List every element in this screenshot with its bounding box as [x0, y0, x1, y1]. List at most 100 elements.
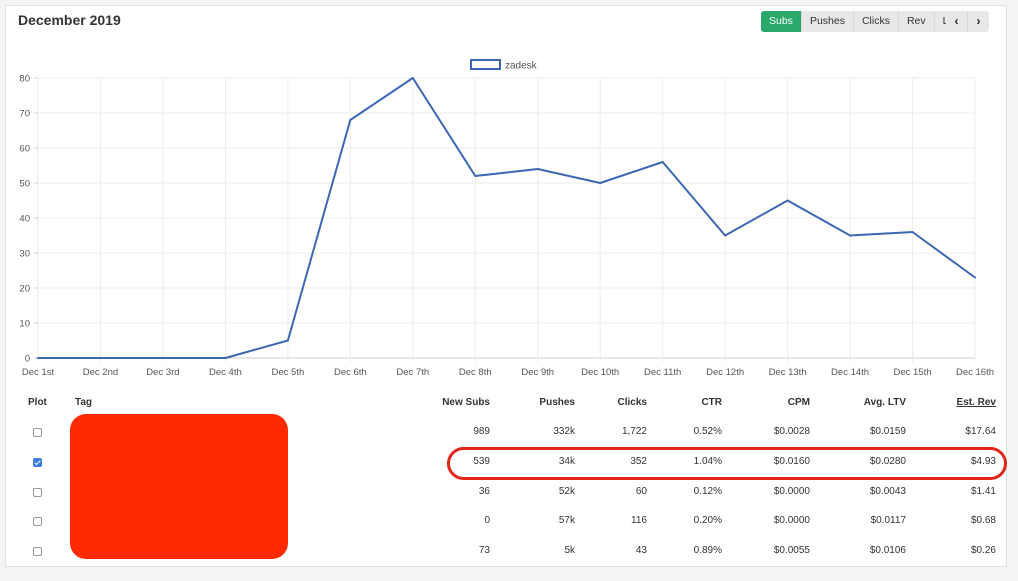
cell-est-rev: $4.93 [970, 456, 996, 467]
cell-est-rev: $1.41 [970, 486, 996, 497]
col-header-avg-ltv[interactable]: Avg. LTV [863, 397, 906, 408]
cell-ctr: 1.04% [693, 456, 722, 467]
pushes-button[interactable]: Pushes [801, 11, 854, 32]
data-point [599, 182, 602, 184]
subs-button[interactable]: Subs [761, 11, 802, 32]
x-tick-label: Dec 8th [459, 367, 492, 378]
col-header-clicks[interactable]: Clicks [617, 397, 647, 408]
cell-est-rev: $0.68 [970, 515, 996, 526]
cell-avg-ltv: $0.0280 [869, 456, 906, 467]
cell-clicks: 352 [630, 456, 647, 467]
y-tick-label: 80 [19, 74, 30, 85]
col-header-cpm[interactable]: CPM [787, 397, 810, 408]
cell-avg-ltv: $0.0106 [869, 545, 906, 556]
data-point [661, 161, 664, 163]
line-chart: 0 10 20 30 40 50 60 70 80 Dec 1st Dec 2nd Dec 3rd D… [19, 59, 994, 378]
x-tick-label: Dec 6th [334, 367, 367, 378]
y-tick-label: 20 [19, 284, 30, 295]
col-header-pushes[interactable]: Pushes [539, 397, 575, 408]
cell-est-rev: $17.64 [965, 426, 996, 437]
cell-pushes: 332k [553, 426, 575, 437]
cell-cpm: $0.0000 [773, 515, 810, 526]
x-tick-label: Dec 3rd [146, 367, 179, 378]
cell-clicks: 60 [635, 486, 647, 497]
col-header-new-subs[interactable]: New Subs [442, 397, 490, 408]
rev-button[interactable]: Rev [898, 11, 935, 32]
cell-cpm: $0.0000 [773, 486, 810, 497]
cell-avg-ltv: $0.0117 [870, 515, 906, 526]
x-tick-label: Dec 5th [271, 367, 304, 378]
x-tick-label: Dec 12th [706, 367, 744, 378]
cell-ctr: 0.89% [693, 545, 722, 556]
x-tick-label: Dec 13th [769, 367, 807, 378]
cell-new-subs: 989 [473, 426, 490, 437]
legend-label-zadesk[interactable]: zadesk [505, 61, 538, 72]
y-tick-label: 50 [19, 179, 30, 190]
cell-cpm: $0.0160 [773, 456, 810, 467]
cell-clicks: 116 [631, 515, 647, 526]
cell-pushes: 52k [558, 486, 575, 497]
cell-new-subs: 539 [473, 456, 490, 467]
plot-checkbox[interactable] [33, 488, 42, 497]
cell-ctr: 0.52% [693, 426, 722, 437]
x-tick-label: Dec 10th [581, 367, 619, 378]
cell-avg-ltv: $0.0159 [869, 426, 906, 437]
y-tick-label: 40 [19, 214, 30, 225]
x-tick-label: Dec 11th [644, 367, 681, 378]
y-tick-label: 70 [19, 109, 30, 120]
data-point [99, 357, 102, 359]
x-tick-label: Dec 7th [396, 367, 429, 378]
cell-new-subs: 36 [478, 486, 490, 497]
clicks-button[interactable]: Clicks [853, 11, 899, 32]
cell-pushes: 34k [558, 456, 575, 467]
cell-est-rev: $0.26 [970, 545, 996, 556]
col-header-est-rev[interactable]: Est. Rev [956, 397, 996, 408]
y-tick-label: 60 [19, 144, 30, 155]
redacted-tags [70, 414, 288, 559]
y-tick-label: 0 [25, 354, 30, 365]
data-point [286, 339, 289, 342]
x-tick-label: Dec 1st [22, 367, 55, 378]
y-tick-label: 30 [19, 249, 30, 260]
plot-checkbox[interactable] [33, 458, 42, 467]
data-point [474, 175, 477, 177]
x-tick-label: Dec 14th [831, 367, 869, 378]
plot-checkbox[interactable] [33, 547, 42, 556]
plot-checkbox[interactable] [33, 517, 42, 526]
col-header-ctr[interactable]: CTR [701, 397, 722, 408]
cell-new-subs: 73 [478, 545, 490, 556]
col-header-tag: Tag [75, 397, 93, 408]
highlight-ellipse [447, 447, 1007, 480]
series-line-zadesk [38, 77, 976, 359]
cell-ctr: 0.20% [693, 515, 722, 526]
cell-avg-ltv: $0.0043 [869, 486, 906, 497]
data-point [724, 234, 727, 237]
x-tick-label: Dec 4th [209, 367, 242, 378]
date-nav-group: ‹ › [946, 11, 989, 32]
col-header-plot: Plot [28, 397, 47, 408]
page-title: December 2019 [18, 12, 121, 28]
data-point [911, 231, 914, 233]
cell-pushes: 5k [564, 545, 575, 556]
cell-clicks: 43 [635, 545, 647, 556]
cell-cpm: $0.0055 [773, 545, 810, 556]
cell-new-subs: 0 [484, 515, 490, 526]
x-tick-label: Dec 15th [894, 367, 932, 378]
data-point [37, 357, 39, 359]
x-tick-label: Dec 2nd [83, 367, 118, 378]
legend-swatch-zadesk[interactable] [470, 59, 501, 70]
x-tick-label: Dec 9th [521, 367, 554, 378]
y-tick-label: 10 [19, 319, 30, 330]
chevron-left-icon[interactable]: ‹ [946, 11, 968, 32]
chevron-right-icon[interactable]: › [968, 11, 989, 32]
data-point [536, 168, 539, 170]
data-point [974, 276, 976, 279]
plot-checkbox[interactable] [33, 428, 42, 437]
data-point [349, 119, 352, 121]
data-point [224, 357, 227, 359]
data-point [161, 357, 164, 359]
data-point [786, 199, 789, 202]
cell-clicks: 1,722 [621, 426, 647, 437]
data-point [849, 234, 852, 237]
x-tick-label: Dec 16th [956, 367, 994, 378]
